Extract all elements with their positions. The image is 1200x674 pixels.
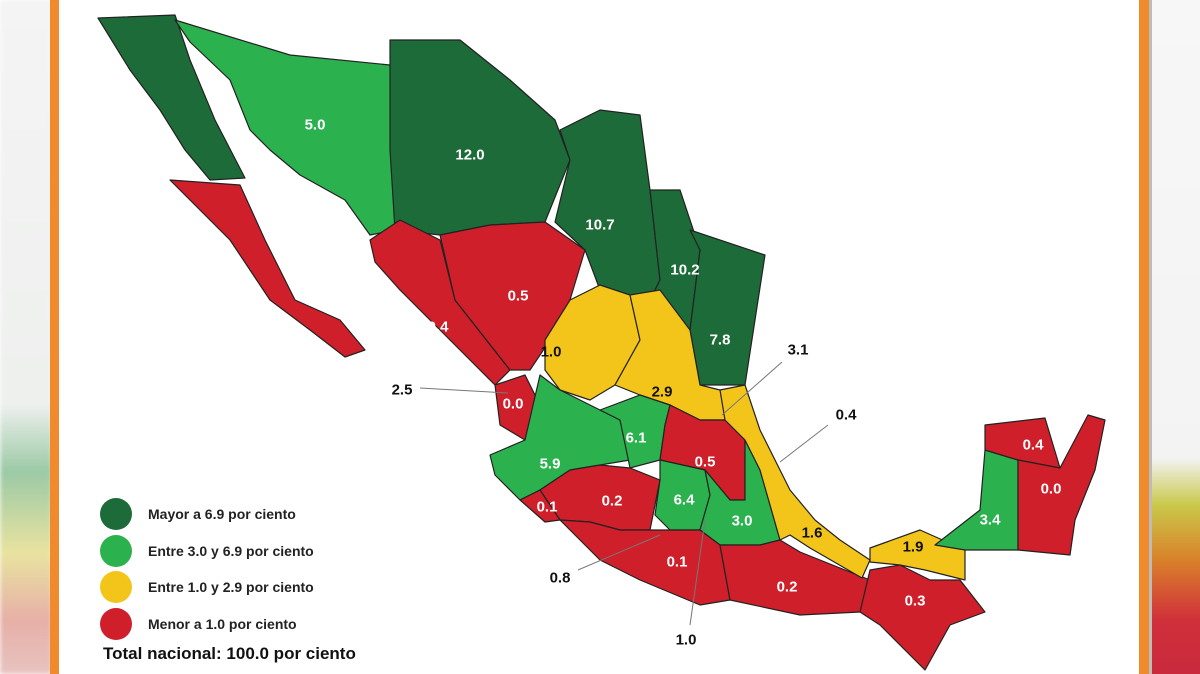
legend-swatch-icon	[100, 571, 132, 604]
region-value-label: 0.5	[507, 287, 529, 305]
state-region	[489, 374, 631, 501]
legend-swatch-icon	[100, 534, 132, 567]
frame-border-left	[50, 0, 59, 674]
state-region	[1017, 414, 1106, 556]
legend-swatch-icon	[100, 498, 132, 531]
region-value-label: 0.4	[1022, 436, 1044, 454]
blurred-background-left	[0, 0, 52, 674]
region-value-label: 0.1	[666, 553, 688, 571]
legend-item-mayor: Mayor a 6.9 por ciento	[100, 496, 314, 533]
legend-swatch-icon	[100, 607, 132, 640]
region-value-label: 7.8	[709, 331, 731, 349]
region-value-label: 3.0	[731, 512, 753, 530]
region-value-label: 1.6	[801, 524, 823, 542]
region-value-label: 3.4	[979, 511, 1001, 529]
legend-item-menor: Menor a 1.0 por ciento	[100, 606, 314, 643]
total-nacional: Total nacional: 100.0 por ciento	[103, 644, 356, 663]
state-region	[389, 39, 571, 236]
region-value-label: 6.1	[625, 429, 647, 447]
region-value-label: 5.9	[539, 455, 561, 473]
state-region	[934, 449, 1019, 551]
region-value-label: 12.0	[455, 146, 485, 164]
region-value-label: 5.0	[304, 116, 326, 134]
legend-item-entre-3-69: Entre 3.0 y 6.9 por ciento	[100, 533, 314, 570]
region-value-label: 0.1	[536, 498, 558, 516]
legend-label: Menor a 1.0 por ciento	[148, 615, 297, 632]
frame-border-right	[1139, 0, 1152, 674]
region-value-label: 0.4	[427, 318, 449, 336]
region-value-label: 10.2	[670, 261, 700, 279]
region-value-label: 0.2	[776, 578, 798, 596]
region-value-label: 2.9	[651, 383, 673, 401]
callout-leader-line	[721, 361, 783, 416]
callout-value-label: 3.1	[787, 341, 809, 359]
region-value-label: 0.0	[1040, 480, 1062, 498]
region-value-label: 0.3	[904, 592, 926, 610]
state-region	[97, 14, 246, 181]
region-value-label: 1.0	[540, 343, 562, 361]
region-value-label: 0.0	[502, 395, 524, 413]
region-value-label: 6.4	[673, 491, 695, 509]
callout-leader-line	[419, 387, 509, 394]
region-value-label: 11.4	[125, 101, 155, 119]
legend-label: Mayor a 6.9 por ciento	[148, 506, 296, 523]
callout-leader-line	[577, 534, 661, 571]
blurred-background-right	[1152, 0, 1200, 674]
legend: Mayor a 6.9 por ciento Entre 3.0 y 6.9 p…	[100, 496, 314, 642]
legend-label: Entre 1.0 y 2.9 por ciento	[148, 579, 314, 596]
callout-value-label: 0.4	[835, 406, 857, 424]
callout-value-label: 2.5	[391, 381, 413, 399]
callout-leader-line	[689, 519, 706, 626]
region-value-label: 0.2	[601, 492, 623, 510]
callout-value-label: 0.8	[549, 569, 571, 587]
state-region	[559, 519, 731, 606]
state-region	[719, 384, 871, 579]
state-region	[174, 19, 396, 236]
state-region	[689, 229, 766, 386]
legend-label: Entre 3.0 y 6.9 por ciento	[148, 542, 314, 559]
callout-leader-line	[779, 424, 829, 463]
region-value-label: 0.1	[286, 333, 308, 351]
state-region	[859, 564, 986, 671]
state-region	[169, 179, 366, 358]
region-value-label: 10.7	[585, 216, 615, 234]
legend-item-entre-1-29: Entre 1.0 y 2.9 por ciento	[100, 569, 314, 606]
region-value-label: 0.5	[694, 453, 716, 471]
callout-value-label: 1.0	[675, 631, 697, 649]
region-value-label: 1.9	[902, 538, 924, 556]
